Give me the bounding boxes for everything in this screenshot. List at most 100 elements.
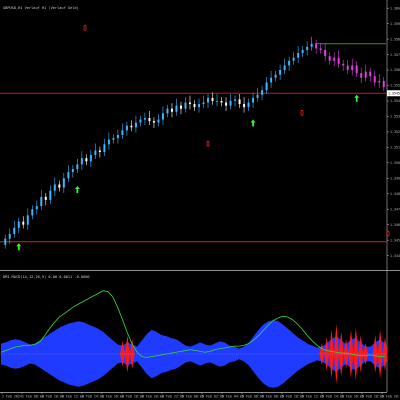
candle-body bbox=[143, 117, 146, 120]
candle-body bbox=[35, 206, 38, 210]
candle-body bbox=[234, 99, 237, 101]
candle-body bbox=[121, 130, 124, 135]
candle-body bbox=[161, 113, 164, 120]
candle-body bbox=[49, 190, 52, 200]
candle-body bbox=[170, 108, 173, 112]
candle-body bbox=[333, 57, 336, 61]
candle-body bbox=[139, 119, 142, 123]
candle-body bbox=[40, 196, 43, 207]
time-tick-label: 5 Feb 16:00 bbox=[342, 395, 364, 399]
indicator-histogram bbox=[0, 320, 388, 388]
price-tick-label: 1.3600 bbox=[390, 6, 400, 10]
price-tick-label: 1.3460 bbox=[390, 223, 400, 227]
time-tick-label: 2 Feb 22:00 bbox=[162, 395, 184, 399]
up-arrow-marker bbox=[250, 119, 256, 127]
candle-body bbox=[279, 70, 282, 75]
price-chart: GBPUSD,H1 Verlauf H1 (Verlauf Geld) 1.36… bbox=[0, 0, 400, 272]
candle-body bbox=[26, 215, 29, 225]
down-marker bbox=[206, 140, 210, 147]
candle-body bbox=[342, 63, 345, 66]
candle-body bbox=[134, 122, 137, 128]
candle-body bbox=[373, 76, 376, 83]
candle-body bbox=[17, 221, 20, 228]
indicator-negative-area bbox=[124, 335, 130, 373]
candle-body bbox=[288, 60, 291, 66]
candle-body bbox=[98, 150, 101, 153]
price-tick-label: 1.3540 bbox=[390, 99, 400, 103]
price-tick-label: 1.3450 bbox=[390, 238, 400, 242]
indicator-negative-area bbox=[329, 329, 335, 379]
candle-body bbox=[116, 135, 119, 139]
candle-body bbox=[125, 125, 128, 131]
up-arrow-marker bbox=[16, 243, 22, 251]
price-tick-label: 1.3590 bbox=[390, 22, 400, 26]
up-arrow-marker bbox=[354, 94, 360, 102]
candle-body bbox=[252, 97, 255, 103]
candle-body bbox=[67, 172, 70, 179]
candle-body bbox=[346, 65, 349, 71]
candle-body bbox=[243, 104, 246, 108]
candle-body bbox=[364, 71, 367, 78]
down-marker bbox=[300, 109, 304, 116]
up-arrow-marker bbox=[74, 186, 80, 194]
time-tick-label: 2 Feb 08:00 bbox=[22, 395, 44, 399]
candle-body bbox=[8, 233, 11, 239]
price-tick-label: 1.3560 bbox=[390, 68, 400, 72]
candle-body bbox=[378, 80, 381, 83]
indicator-negative-area bbox=[372, 335, 378, 373]
time-tick-label: 5 Feb 12:00 bbox=[302, 395, 324, 399]
candle-body bbox=[261, 90, 264, 95]
time-tick-label: 5 Feb 18:00 bbox=[362, 395, 384, 399]
time-tick-label: 2 Feb 14:00 bbox=[82, 395, 104, 399]
candle-body bbox=[382, 80, 385, 88]
candle-body bbox=[315, 43, 318, 49]
candle-body bbox=[256, 94, 259, 98]
price-tick-label: 1.3490 bbox=[390, 177, 400, 181]
price-tick-label: 1.3440 bbox=[390, 254, 400, 258]
candle-body bbox=[229, 100, 232, 106]
time-tick-label: 2 Feb 12:00 bbox=[62, 395, 84, 399]
signal-markers bbox=[16, 24, 390, 251]
candle-body bbox=[238, 99, 241, 105]
candle-body bbox=[351, 65, 354, 71]
candle-body bbox=[337, 57, 340, 64]
candle-body bbox=[89, 155, 92, 162]
time-tick-label: 5 Feb 10:00 bbox=[282, 395, 304, 399]
down-marker bbox=[83, 24, 87, 31]
candle-body bbox=[355, 65, 358, 74]
indicator-negative-area bbox=[338, 331, 344, 377]
candle-body bbox=[225, 102, 228, 106]
candle-body bbox=[44, 196, 47, 200]
candle-body bbox=[283, 65, 286, 71]
indicator-chart: DMI-MACD(14,12,26,9) 0.00 0.0011 -0.0000… bbox=[0, 272, 400, 400]
candle-body bbox=[369, 71, 372, 77]
candle-body bbox=[292, 57, 295, 61]
price-tick-label: 1.3530 bbox=[390, 115, 400, 119]
candle-body bbox=[297, 53, 300, 58]
candle-body bbox=[270, 77, 273, 83]
candle-body bbox=[202, 102, 205, 105]
indicator-title: DMI-MACD(14,12,26,9) 0.00 0.0011 -0.0000 bbox=[3, 275, 90, 279]
time-tick-label: 5 Feb 20:00 bbox=[382, 395, 400, 399]
time-tick-label: 2 Feb 18:00 bbox=[122, 395, 144, 399]
candle-body bbox=[80, 158, 83, 165]
candle-body bbox=[360, 73, 363, 78]
price-label-text: 1.3545 bbox=[388, 91, 400, 95]
candle-body bbox=[53, 184, 56, 191]
time-axis: 2 Feb 2024 2 Feb 08:002 Feb 10:002 Feb 12… bbox=[1, 392, 400, 399]
candle-body bbox=[112, 138, 115, 140]
candle-body bbox=[175, 105, 178, 112]
candle-body bbox=[166, 108, 169, 114]
price-tick-label: 1.3510 bbox=[390, 146, 400, 150]
time-tick-label: 5 Feb 06:00 bbox=[242, 395, 264, 399]
price-tick-label: 1.3570 bbox=[390, 53, 400, 57]
time-tick-label: 5 Feb 02:00 bbox=[202, 395, 224, 399]
candles bbox=[4, 36, 385, 249]
time-tick-label: 2 Feb 10:00 bbox=[42, 395, 64, 399]
candle-body bbox=[274, 74, 277, 78]
price-chart-title: GBPUSD,H1 Verlauf H1 (Verlauf Geld) bbox=[3, 6, 79, 10]
indicator-signal-line bbox=[0, 290, 385, 358]
indicator-negative-area bbox=[353, 327, 359, 381]
candle-body bbox=[319, 48, 322, 50]
